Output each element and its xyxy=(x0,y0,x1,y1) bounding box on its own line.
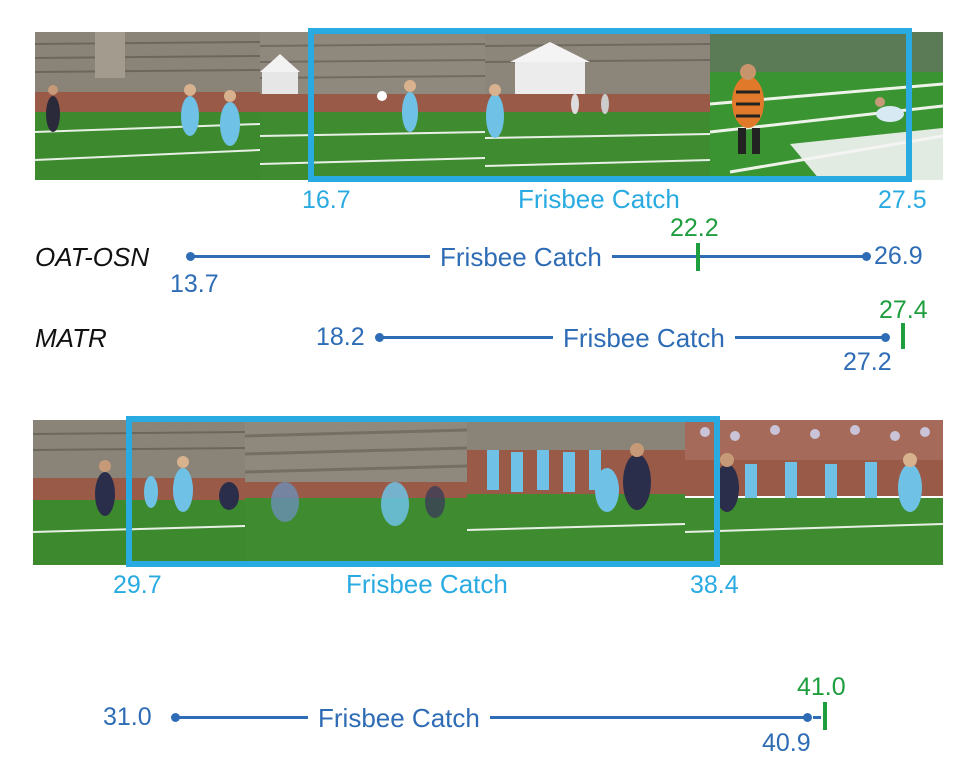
ground-truth-box xyxy=(126,416,720,567)
prediction-end-label: 40.9 xyxy=(762,729,811,757)
prediction-end-dot xyxy=(803,713,812,722)
gt-action-label: Frisbee Catch xyxy=(340,571,514,597)
online-detection-label: 41.0 xyxy=(797,673,846,701)
prediction-end-label: 27.2 xyxy=(843,348,892,376)
video-frame xyxy=(260,32,485,180)
video-frame xyxy=(710,32,943,180)
online-detection-tick xyxy=(901,323,905,349)
prediction-action-label: Frisbee Catch xyxy=(553,325,735,351)
method-name-oat-osn: OAT-OSN xyxy=(35,242,150,272)
video-frame xyxy=(685,420,943,565)
gt-end-label: 38.4 xyxy=(690,571,739,599)
ground-truth-box xyxy=(308,28,912,182)
prediction-tail-dash xyxy=(813,716,821,719)
online-detection-label: 22.2 xyxy=(670,214,719,242)
video-frame xyxy=(485,32,710,180)
top-video-strip xyxy=(35,32,943,180)
bottom-video-strip xyxy=(33,420,943,565)
prediction-end-label: 26.9 xyxy=(874,242,923,270)
online-detection-tick xyxy=(823,702,827,730)
method-name-matr: MATR xyxy=(35,323,107,353)
prediction-end-dot xyxy=(881,333,890,342)
gt-start-label: 29.7 xyxy=(113,571,162,599)
prediction-start-label: 18.2 xyxy=(316,323,365,351)
gt-action-label: Frisbee Catch xyxy=(512,186,686,212)
online-detection-tick xyxy=(696,243,700,271)
video-frame xyxy=(33,420,245,565)
video-frame xyxy=(467,420,685,565)
gt-end-label: 27.5 xyxy=(878,186,927,214)
prediction-start-dot xyxy=(186,252,195,261)
prediction-action-label: Frisbee Catch xyxy=(308,705,490,731)
prediction-start-dot xyxy=(375,333,384,342)
gt-start-label: 16.7 xyxy=(302,186,351,214)
prediction-end-dot xyxy=(862,252,871,261)
video-frame xyxy=(245,420,467,565)
online-detection-label: 27.4 xyxy=(879,296,928,324)
prediction-segment xyxy=(175,716,807,719)
video-frame xyxy=(35,32,260,180)
prediction-start-label: 31.0 xyxy=(103,703,152,731)
prediction-start-label: 13.7 xyxy=(170,270,219,298)
prediction-start-dot xyxy=(171,713,180,722)
prediction-action-label: Frisbee Catch xyxy=(430,244,612,270)
